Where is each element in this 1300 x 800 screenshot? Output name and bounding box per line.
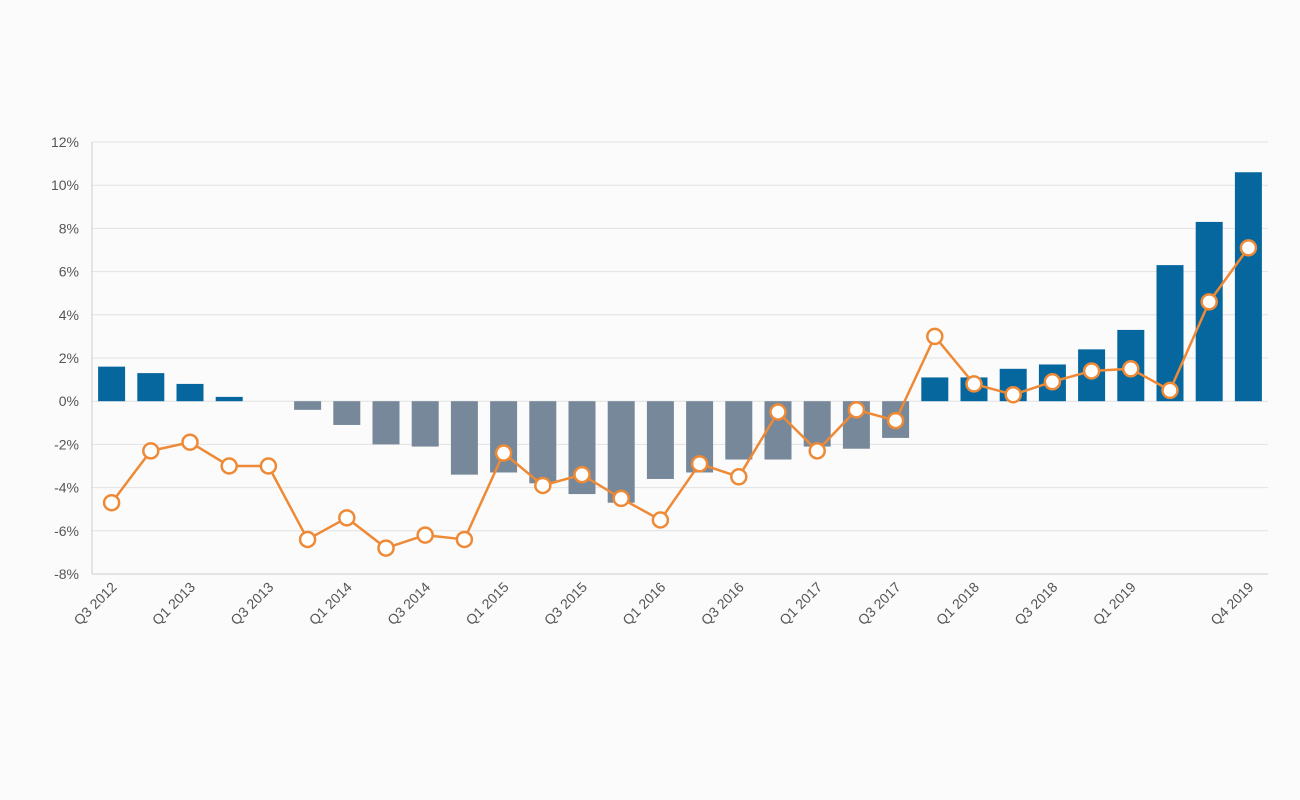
line-point [1043, 373, 1062, 391]
bar [176, 383, 204, 402]
line-point [494, 444, 513, 462]
line-point [298, 530, 317, 549]
line-point [769, 403, 787, 421]
y-tick-label: 12% [51, 134, 79, 150]
y-tick-label: 0% [59, 393, 79, 409]
line-point [651, 511, 670, 529]
bar [411, 401, 439, 447]
bar [529, 401, 557, 484]
x-tick-label: Q3 2013 [227, 579, 276, 628]
line-point [416, 526, 434, 544]
x-tick-label: Q1 2013 [149, 579, 198, 628]
x-tick-label: Q1 2015 [462, 579, 511, 628]
bar [646, 401, 674, 479]
bar [450, 401, 478, 475]
line-point [102, 493, 121, 512]
bar [1195, 221, 1223, 402]
bar [1156, 265, 1184, 402]
y-tick-label: -2% [54, 436, 79, 452]
line-point [1082, 362, 1101, 380]
x-tick-label: Q3 2015 [541, 579, 590, 628]
line-point [534, 476, 552, 495]
x-tick-label: Q1 2017 [776, 579, 825, 628]
y-tick-label: 10% [51, 177, 79, 193]
line-point [1200, 293, 1218, 311]
y-tick-label: 2% [59, 350, 79, 366]
x-tick-label: Q3 2012 [70, 579, 119, 628]
bar-series [98, 172, 1262, 503]
line-point [1004, 385, 1022, 404]
y-tick-label: -6% [54, 523, 79, 539]
line-point [808, 442, 826, 460]
y-tick-label: 4% [59, 307, 79, 323]
line-point [886, 411, 905, 430]
line-point [1161, 381, 1179, 400]
x-tick-label: Q3 2014 [384, 579, 433, 628]
bar [98, 366, 126, 402]
line-path [110, 247, 1250, 550]
line-point [338, 509, 356, 527]
bar [333, 401, 361, 425]
x-tick-label: Q1 2016 [619, 579, 668, 628]
bar [294, 401, 322, 410]
line-point [377, 539, 395, 557]
line-point [847, 401, 866, 419]
bar [1234, 172, 1262, 402]
x-tick-label: Q4 2019 [1207, 579, 1256, 628]
x-tick-label: Q1 2019 [1090, 579, 1139, 628]
bar [372, 401, 400, 445]
bar [725, 401, 753, 460]
x-axis: Q3 2012 Q1 2013 Q3 2013 Q1 2014 Q3 2014 Q1 20… [70, 573, 1268, 628]
line-point [220, 457, 238, 475]
y-tick-label: -4% [54, 480, 79, 496]
line-series [102, 239, 1258, 557]
y-tick-label: 8% [59, 220, 79, 236]
x-tick-label: Q3 2018 [1011, 579, 1060, 628]
line-point [730, 468, 748, 486]
bar [607, 401, 635, 503]
line-point [965, 375, 983, 393]
bar [803, 401, 831, 447]
bar [137, 373, 165, 402]
line-point [259, 457, 278, 475]
line-point [926, 327, 944, 346]
gridlines [92, 141, 1268, 575]
line-point [181, 433, 199, 451]
y-axis: -8% -6% -4% -2% 0% 2% 4% 6% 8% 10% 12% [51, 134, 93, 582]
y-tick-label: 6% [59, 264, 79, 280]
x-tick-label: Q1 2018 [933, 579, 982, 628]
bar [215, 396, 243, 402]
line-point [142, 442, 160, 460]
line-point [1122, 360, 1140, 378]
x-tick-label: Q3 2017 [854, 579, 903, 628]
y-tick-label: -8% [54, 566, 79, 582]
x-tick-label: Q1 2014 [306, 579, 355, 628]
line-point [690, 455, 709, 473]
x-tick-label: Q3 2016 [698, 579, 747, 628]
line-point [1239, 239, 1258, 257]
line-point [455, 530, 474, 549]
line-point [612, 489, 630, 508]
bar [921, 377, 949, 402]
line-point [573, 465, 591, 484]
